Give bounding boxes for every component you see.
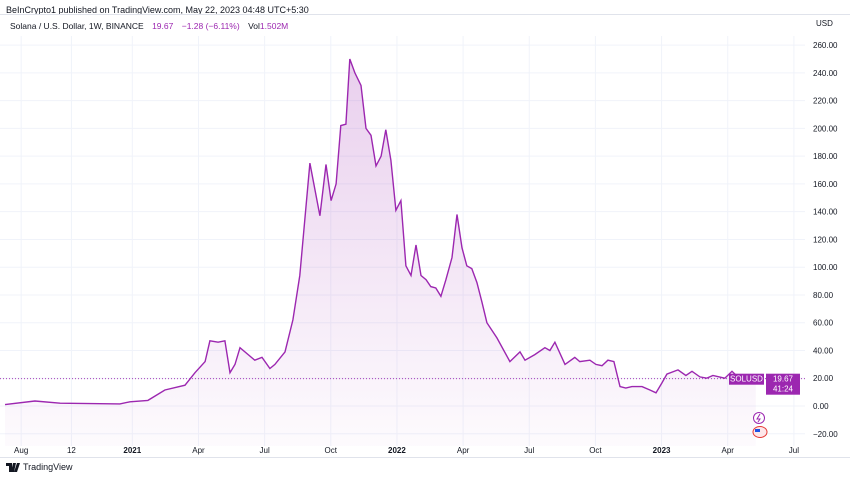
x-tick-label: 2023 bbox=[653, 446, 671, 455]
y-tick-label: 0.00 bbox=[813, 402, 829, 411]
y-tick-label: 100.00 bbox=[813, 263, 838, 272]
x-tick-label: Apr bbox=[722, 446, 735, 455]
tradingview-footer: TradingView bbox=[6, 462, 73, 472]
volume-label: Vol bbox=[248, 21, 260, 31]
x-tick-label: Jul bbox=[524, 446, 534, 455]
y-tick-label: 40.00 bbox=[813, 346, 834, 355]
y-tick-label: 120.00 bbox=[813, 235, 838, 244]
volume-value: 1.502M bbox=[259, 21, 289, 31]
flag-canton bbox=[755, 429, 760, 432]
x-tick-label: 2021 bbox=[123, 446, 141, 455]
x-tick-label: 2022 bbox=[388, 446, 406, 455]
price-line bbox=[4, 58, 756, 406]
y-tick-label: 200.00 bbox=[813, 124, 838, 133]
y-tick-label: 260.00 bbox=[813, 41, 838, 50]
y-tick-label: 160.00 bbox=[813, 180, 838, 189]
x-tick-label: Jul bbox=[789, 446, 799, 455]
tradingview-logo-icon bbox=[6, 462, 20, 472]
price-badge-value: 19.67 bbox=[773, 375, 794, 384]
y-tick-label: 80.00 bbox=[813, 291, 834, 300]
y-tick-label: 20.00 bbox=[813, 374, 834, 383]
y-tick-label: 240.00 bbox=[813, 69, 838, 78]
x-tick-label: Apr bbox=[192, 446, 205, 455]
symbol-title: Solana / U.S. Dollar, 1W, BINANCE bbox=[10, 21, 144, 31]
price-badge bbox=[766, 373, 800, 395]
x-tick-label: Oct bbox=[325, 446, 338, 455]
lightning-glyph bbox=[756, 413, 761, 423]
symbol-badge bbox=[729, 373, 764, 385]
chart-frame bbox=[0, 14, 850, 458]
last-price: 19.67 bbox=[152, 21, 174, 31]
y-tick-label: −20.00 bbox=[813, 430, 838, 439]
countdown-label: 41:24 bbox=[773, 385, 794, 394]
x-tick-label: Oct bbox=[589, 446, 602, 455]
x-tick-label: Apr bbox=[457, 446, 470, 455]
price-change: −1.28 (−6.11%) bbox=[181, 21, 240, 31]
x-tick-label: 12 bbox=[67, 446, 76, 455]
x-tick-label: Aug bbox=[14, 446, 28, 455]
symbol-badge-label: SOLUSD bbox=[730, 375, 763, 384]
price-area-fill bbox=[5, 59, 756, 446]
publisher-line: BeInCrypto1 published on TradingView.com… bbox=[6, 5, 309, 15]
x-tick-label: Jul bbox=[260, 446, 270, 455]
chart-legend: Solana / U.S. Dollar, 1W, BINANCE 19.67 … bbox=[10, 21, 288, 31]
footer-brand: TradingView bbox=[23, 462, 73, 472]
y-tick-label: 180.00 bbox=[813, 152, 838, 161]
event-lightning-icon[interactable] bbox=[753, 412, 765, 424]
y-tick-label: 140.00 bbox=[813, 208, 838, 217]
y-tick-label: 60.00 bbox=[813, 319, 834, 328]
currency-label: USD bbox=[816, 19, 833, 28]
y-tick-label: 220.00 bbox=[813, 97, 838, 106]
